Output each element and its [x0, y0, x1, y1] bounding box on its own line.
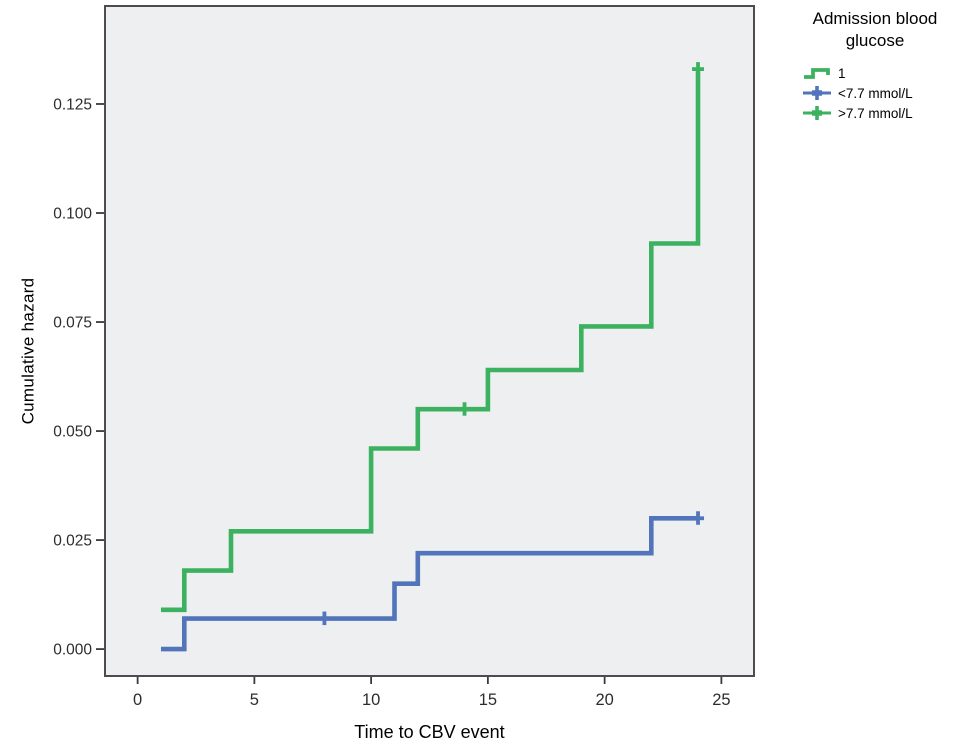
x-tick-label-25: 25: [712, 691, 730, 709]
legend-item-label: >7.7 mmol/L: [838, 105, 913, 121]
y-tick-label-0.075: 0.075: [53, 315, 92, 332]
legend-item-gt77: >7.7 mmol/L: [802, 103, 964, 123]
y-tick-label-0.100: 0.100: [53, 206, 92, 223]
legend-item-label: 1: [838, 65, 846, 81]
x-tick-label-10: 10: [362, 691, 380, 709]
plus-line-icon: [803, 106, 831, 120]
x-tick-label-0: 0: [133, 691, 142, 709]
x-tick-label-5: 5: [250, 691, 259, 709]
y-tick-label-0.025: 0.025: [53, 533, 92, 550]
legend-items: 1 <7.7 mmol/L: [786, 63, 964, 123]
x-tick-label-20: 20: [595, 691, 613, 709]
legend-item-group-1: 1: [802, 63, 964, 83]
y-tick-label-0.000: 0.000: [53, 642, 92, 659]
x-tick-label-15: 15: [479, 691, 497, 709]
legend-title: Admission blood glucose: [812, 9, 938, 50]
legend-item-lt77: <7.7 mmol/L: [802, 83, 964, 103]
y-tick-label-0.125: 0.125: [53, 96, 92, 113]
curve-lt77: [161, 516, 698, 652]
y-tick-label-0.050: 0.050: [53, 424, 92, 441]
legend-item-label: <7.7 mmol/L: [838, 85, 913, 101]
legend: Admission blood glucose 1: [786, 8, 964, 123]
curve-gt77: [161, 69, 701, 613]
step-line-icon: [804, 68, 830, 79]
y-axis-title: Cumulative hazard: [18, 277, 38, 425]
plus-line-icon: [803, 86, 831, 100]
x-axis-title: Time to CBV event: [354, 722, 505, 742]
plot-area: [104, 5, 755, 677]
